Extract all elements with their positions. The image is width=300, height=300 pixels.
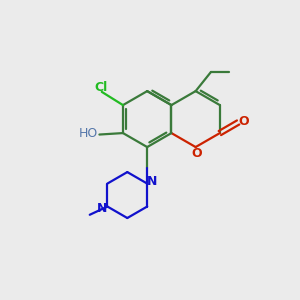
Text: O: O [238, 115, 249, 128]
Text: Cl: Cl [94, 81, 108, 94]
Text: O: O [192, 147, 203, 160]
Text: N: N [147, 175, 158, 188]
Text: N: N [97, 202, 107, 214]
Text: HO: HO [79, 127, 98, 140]
